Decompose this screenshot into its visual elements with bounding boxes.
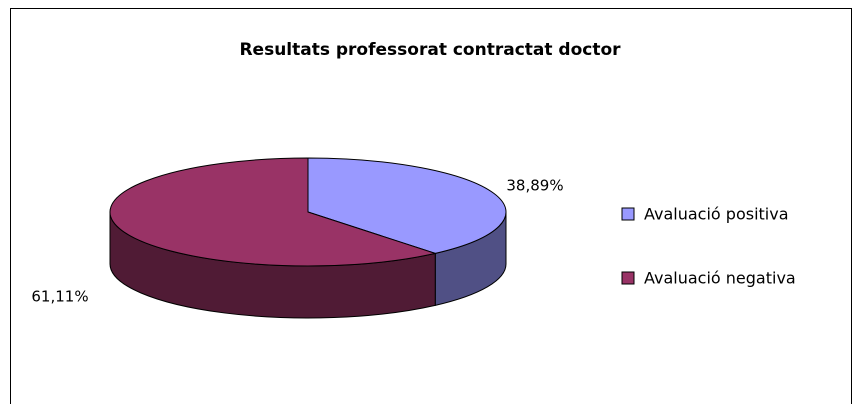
data-label: 61,11%	[31, 288, 88, 306]
data-label: 38,89%	[506, 177, 563, 195]
legend-swatch	[621, 207, 635, 221]
legend-label: Avaluació negativa	[644, 269, 796, 288]
chart-title: Resultats professorat contractat doctor	[239, 40, 621, 60]
legend-label: Avaluació positiva	[644, 205, 789, 224]
slice	[109, 157, 438, 267]
slice	[307, 157, 507, 254]
legend-swatch	[621, 271, 635, 285]
